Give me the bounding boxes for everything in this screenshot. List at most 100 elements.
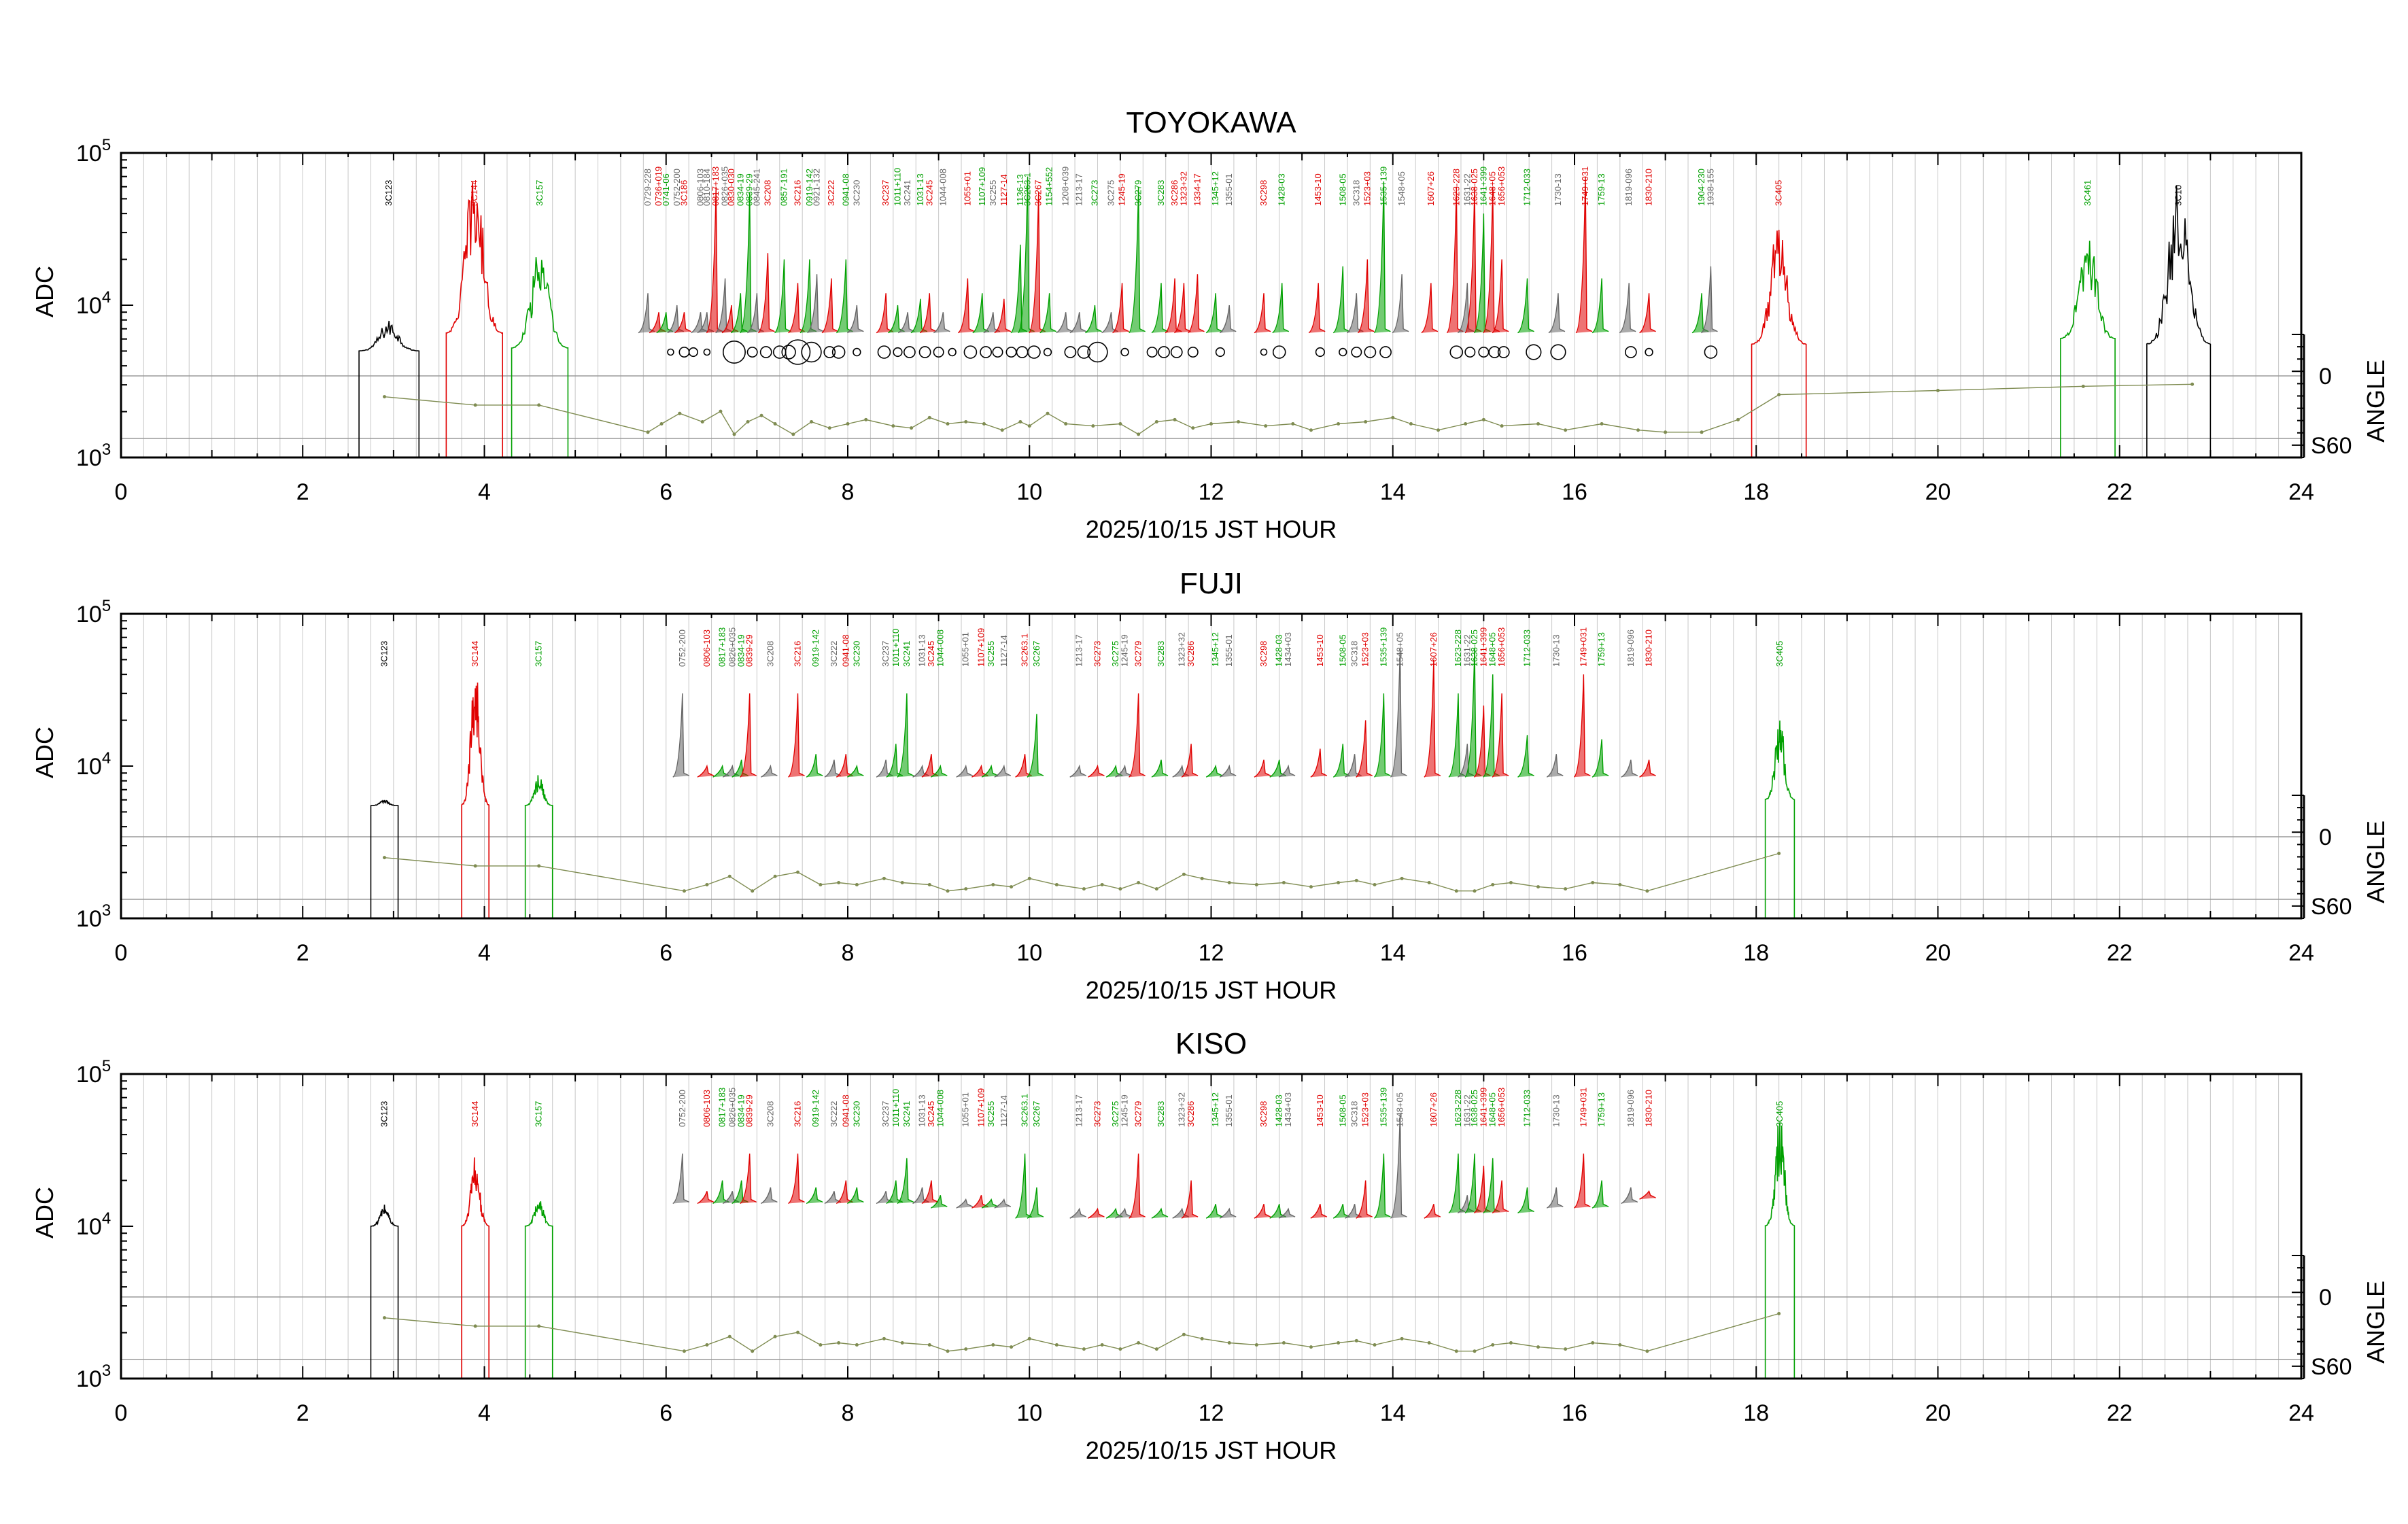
source-label: 3C222 xyxy=(829,641,839,667)
spike-trace xyxy=(806,1187,823,1205)
source-label: 3C286 xyxy=(1186,1101,1196,1127)
source-label: 1749+031 xyxy=(1578,627,1588,667)
spike-trace xyxy=(788,693,805,778)
angle-axis: 0 S60 ANGLE xyxy=(2292,1255,2390,1380)
source-label: 3C10 xyxy=(2173,185,2184,206)
elevation-point xyxy=(1054,1343,1059,1347)
source-label: 1631-22 xyxy=(1462,634,1472,667)
elevation-point xyxy=(773,874,777,878)
source-label: 0845-241 xyxy=(751,169,761,206)
source-label: 3C298 xyxy=(1258,180,1269,206)
elevation-point xyxy=(1354,1338,1358,1343)
source-label: 1453-10 xyxy=(1315,1094,1325,1127)
elevation-point xyxy=(864,417,868,421)
x-tick-label: 16 xyxy=(1562,940,1587,966)
elevation-point xyxy=(1600,422,1604,426)
quality-circle xyxy=(1379,346,1392,358)
quality-circle xyxy=(877,345,891,359)
spike-trace xyxy=(1088,1207,1105,1219)
elevation-point xyxy=(1454,1349,1458,1353)
elevation-point xyxy=(1777,393,1781,397)
x-axis-label: 2025/10/15 JST HOUR xyxy=(1086,1436,1337,1464)
spike-trace xyxy=(740,192,757,334)
source-label: 1749+031 xyxy=(1578,1088,1588,1127)
spike-trace xyxy=(761,764,778,778)
spike-trace xyxy=(1448,1154,1466,1214)
x-tick-label: 12 xyxy=(1199,940,1224,966)
quality-circle xyxy=(948,347,957,357)
elevation-point xyxy=(1173,417,1177,421)
source-label: 0817+183 xyxy=(717,1088,727,1127)
spike-trace xyxy=(774,259,791,334)
elevation-point xyxy=(682,1349,686,1353)
elevation-point xyxy=(1591,880,1595,884)
elevation-point xyxy=(1054,883,1059,887)
source-label: 3C123 xyxy=(383,180,394,206)
spike-trace xyxy=(1473,1165,1491,1214)
elevation-point xyxy=(773,422,777,426)
quality-circle xyxy=(831,345,846,359)
quality-circle xyxy=(1064,346,1077,358)
elevation-point xyxy=(1337,880,1341,884)
elevation-point xyxy=(537,403,541,407)
source-label: 1535+139 xyxy=(1378,627,1388,667)
x-tick-label: 14 xyxy=(1380,479,1406,505)
spike-trace xyxy=(836,259,853,334)
y-axis-label: ADC xyxy=(31,266,58,317)
elevation-point xyxy=(1291,422,1295,426)
elevation-point xyxy=(1118,887,1122,891)
elevation-point xyxy=(1309,885,1313,889)
burst-trace xyxy=(370,799,399,919)
source-label: 3C275 xyxy=(1110,641,1120,667)
spike-trace xyxy=(697,764,715,778)
source-label: 1759-13 xyxy=(1596,173,1606,206)
spike-trace xyxy=(697,312,715,334)
quality-circle xyxy=(1087,341,1108,363)
source-label: 1044-008 xyxy=(938,169,948,206)
source-label: 1323+32 xyxy=(1177,632,1187,667)
quality-circle xyxy=(1550,344,1566,360)
elevation-point xyxy=(2081,384,2085,388)
y-axis-label: ADC xyxy=(31,727,58,778)
elevation-point xyxy=(719,409,723,413)
elevation-point xyxy=(1227,880,1231,884)
elevation-point xyxy=(1337,1340,1341,1345)
elevation-point xyxy=(796,870,800,874)
spike-trace xyxy=(1548,293,1566,334)
spike-trace xyxy=(1088,764,1105,778)
spike-trace xyxy=(1085,305,1102,334)
x-tick-label: 4 xyxy=(478,1400,491,1426)
elevation-point xyxy=(1373,883,1377,887)
source-label: 1428-03 xyxy=(1274,1094,1284,1127)
source-label: 3C405 xyxy=(1774,180,1784,206)
elevation-point xyxy=(1027,1336,1031,1340)
x-tick-label: 12 xyxy=(1199,479,1224,505)
elevation-line xyxy=(384,852,1779,892)
spike-trace xyxy=(910,298,928,334)
x-tick-label: 22 xyxy=(2107,479,2133,505)
burst-trace xyxy=(358,320,420,458)
elevation-point xyxy=(910,426,914,430)
source-label: 1730-13 xyxy=(1551,1094,1561,1127)
spike-trace xyxy=(821,278,839,334)
spike-trace xyxy=(983,312,1001,334)
spike-trace xyxy=(1373,693,1391,778)
source-label: 1548+05 xyxy=(1396,171,1407,206)
source-label: 3C255 xyxy=(986,641,996,667)
elevation-point xyxy=(991,883,995,887)
quality-circle xyxy=(1351,346,1362,358)
x-tick-label: 14 xyxy=(1380,940,1406,966)
elevation-point xyxy=(1154,419,1158,423)
quality-circle xyxy=(1339,347,1347,357)
elevation-line xyxy=(384,1313,1779,1352)
quality-circle xyxy=(1272,345,1286,359)
quality-circle xyxy=(759,346,772,358)
elevation-point xyxy=(759,413,763,417)
elevation-point xyxy=(1027,876,1031,880)
source-label: 1213-17 xyxy=(1074,634,1084,667)
spike-trace xyxy=(1332,744,1350,778)
source-label: 3C216 xyxy=(793,1101,803,1127)
spike-trace xyxy=(981,1198,999,1209)
panel-toyokawa: 3C123 3C144 3C157 3C405 3C461 3C10 0729-228 073… xyxy=(31,106,2390,543)
